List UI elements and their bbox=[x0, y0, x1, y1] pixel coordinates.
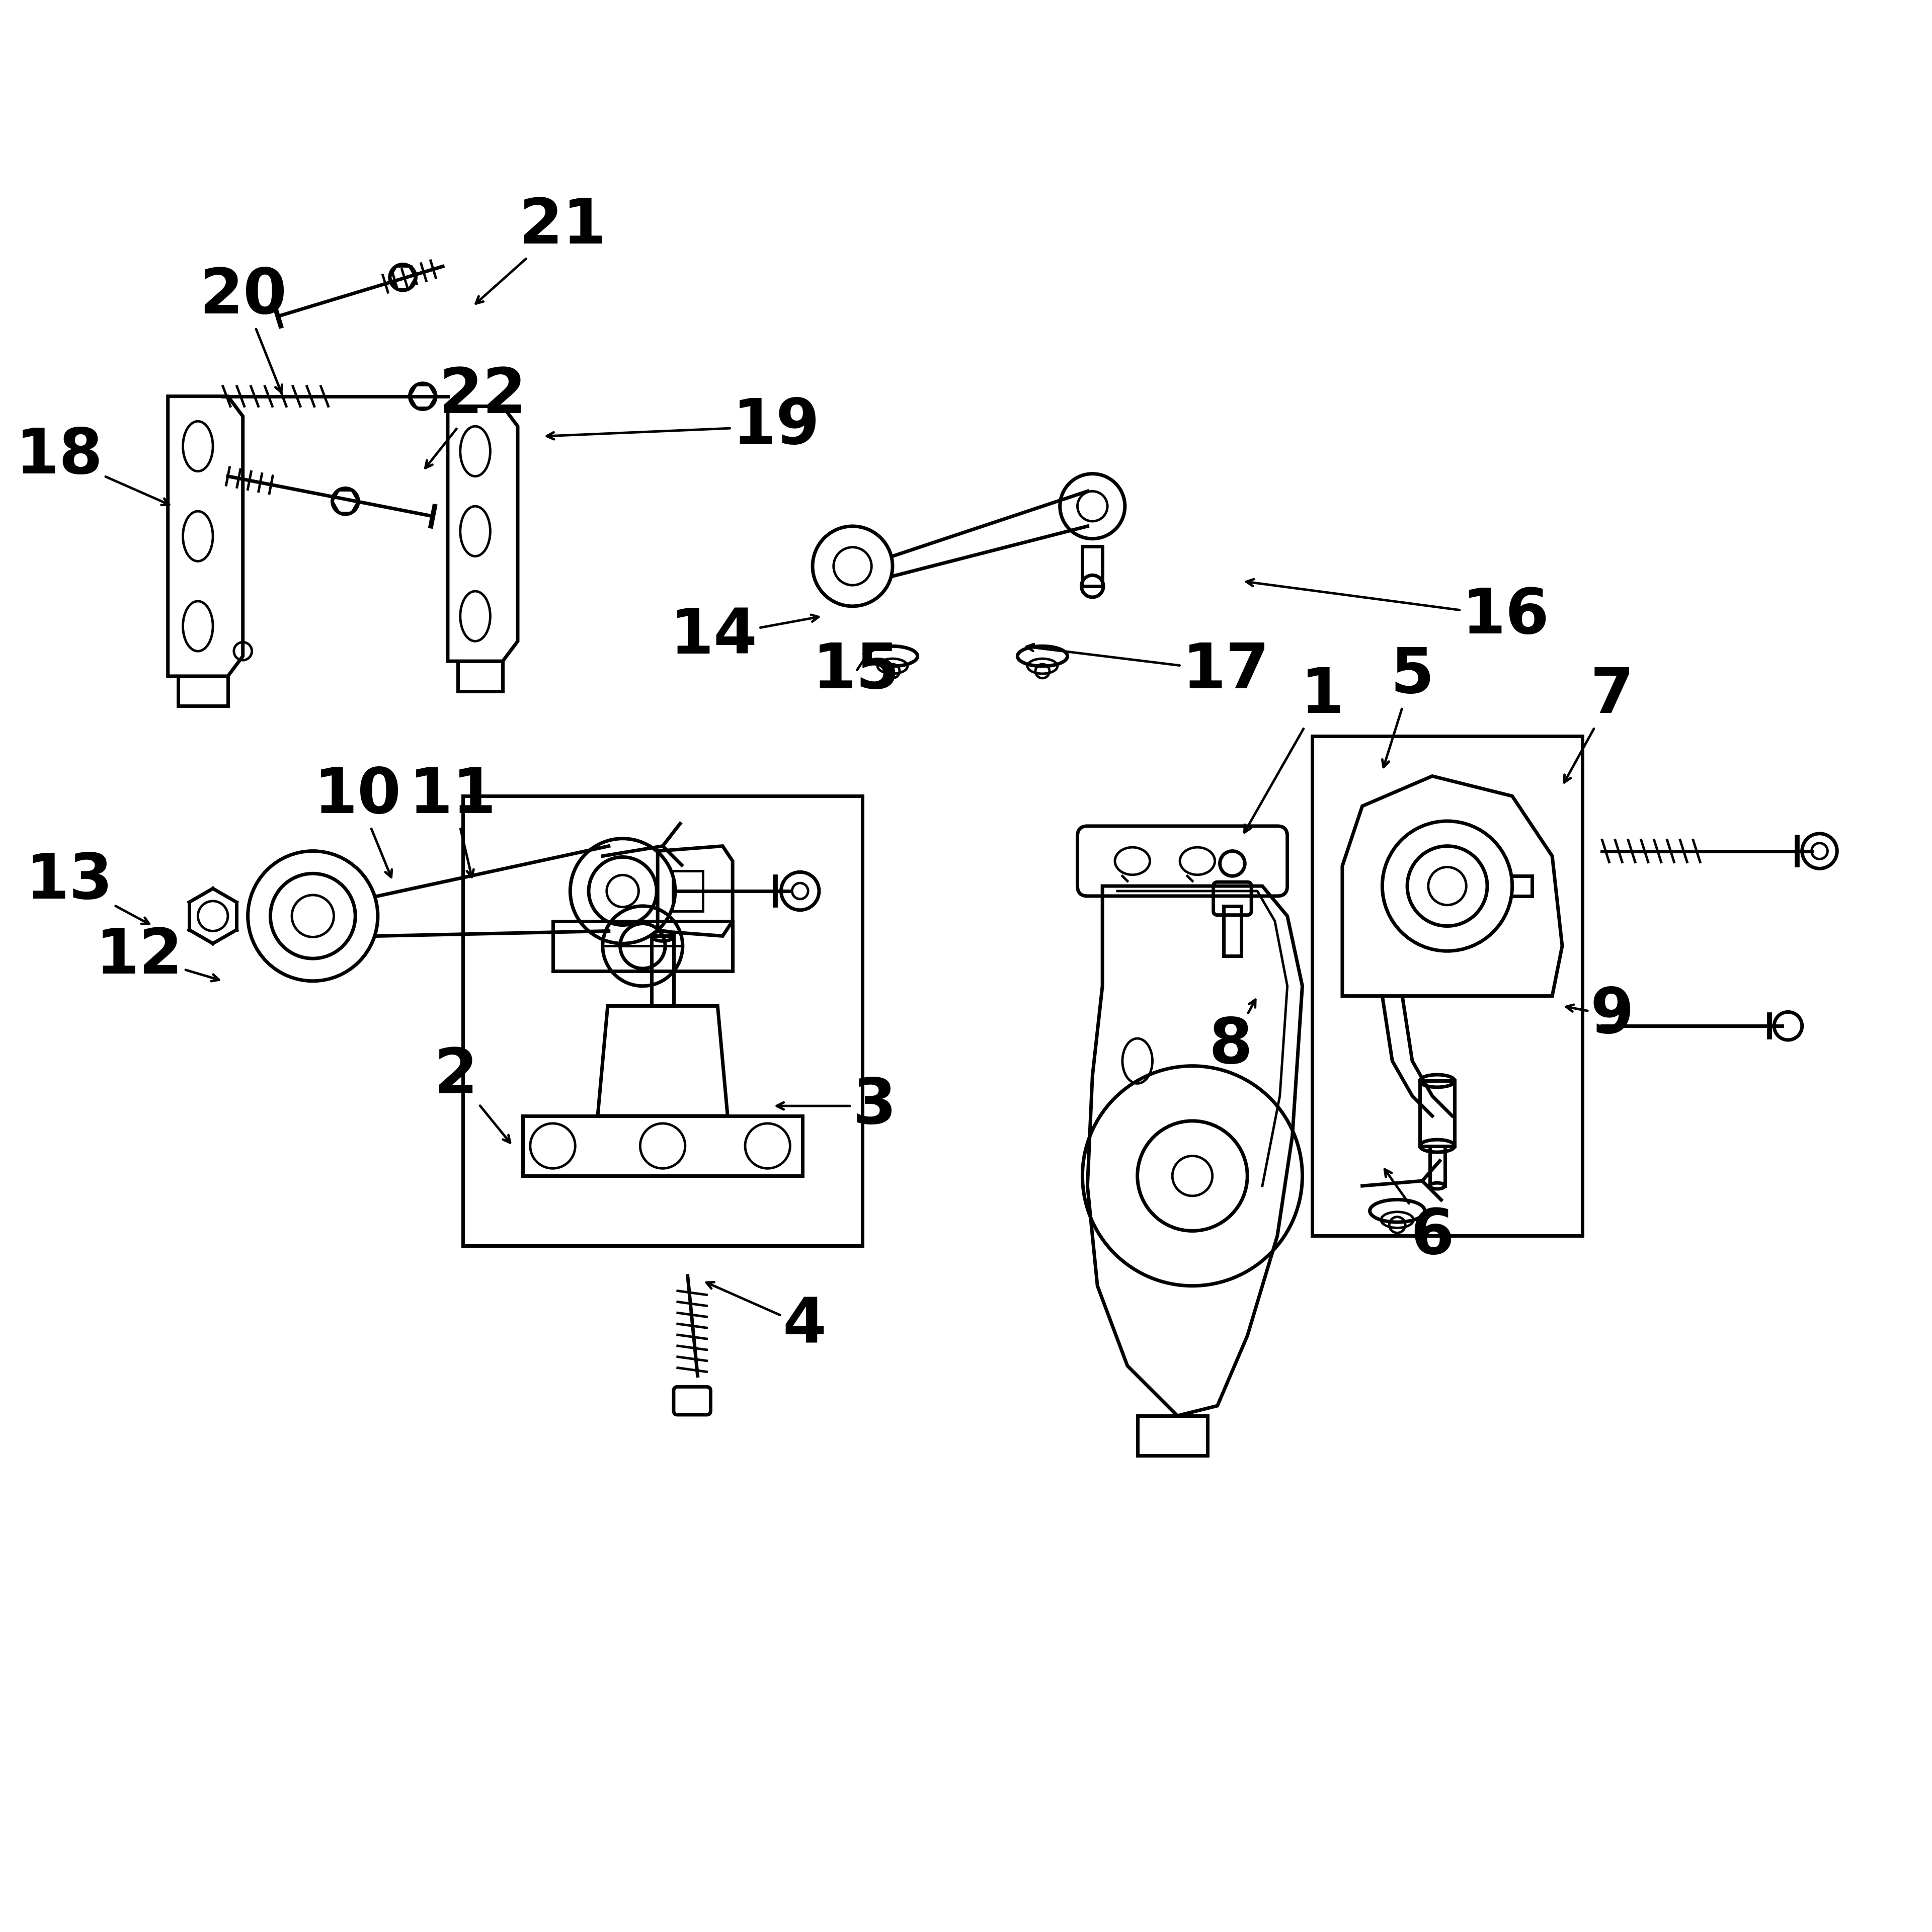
Text: 10: 10 bbox=[315, 765, 402, 877]
Text: 17: 17 bbox=[1026, 641, 1269, 701]
Text: 18: 18 bbox=[15, 425, 170, 504]
Text: 2: 2 bbox=[435, 1045, 510, 1142]
Text: 9: 9 bbox=[1567, 985, 1634, 1045]
Text: 12: 12 bbox=[95, 925, 218, 987]
Text: 16: 16 bbox=[1246, 580, 1549, 647]
Text: 19: 19 bbox=[547, 396, 821, 456]
Bar bbox=[458, 661, 502, 692]
Text: 3: 3 bbox=[777, 1076, 896, 1136]
Bar bbox=[1223, 906, 1242, 956]
Text: 13: 13 bbox=[25, 850, 149, 923]
Text: 15: 15 bbox=[813, 641, 900, 701]
Bar bbox=[1312, 736, 1582, 1236]
Bar bbox=[1082, 547, 1103, 585]
Bar bbox=[1138, 1416, 1208, 1455]
Bar bbox=[672, 871, 703, 912]
Text: 11: 11 bbox=[410, 765, 497, 877]
Bar bbox=[553, 922, 732, 972]
Text: 8: 8 bbox=[1209, 999, 1256, 1076]
Bar bbox=[524, 1117, 802, 1177]
Text: 6: 6 bbox=[1385, 1169, 1455, 1267]
Bar bbox=[1420, 1080, 1455, 1146]
Text: 14: 14 bbox=[670, 607, 819, 667]
Bar bbox=[464, 796, 862, 1246]
Text: 22: 22 bbox=[425, 365, 527, 468]
Text: 21: 21 bbox=[475, 195, 607, 303]
Text: 7: 7 bbox=[1565, 665, 1634, 782]
Text: 5: 5 bbox=[1381, 645, 1434, 767]
Bar bbox=[651, 935, 674, 1007]
Text: 20: 20 bbox=[199, 265, 286, 392]
Text: 1: 1 bbox=[1244, 665, 1345, 833]
Bar bbox=[178, 676, 228, 705]
Text: 4: 4 bbox=[707, 1283, 827, 1356]
